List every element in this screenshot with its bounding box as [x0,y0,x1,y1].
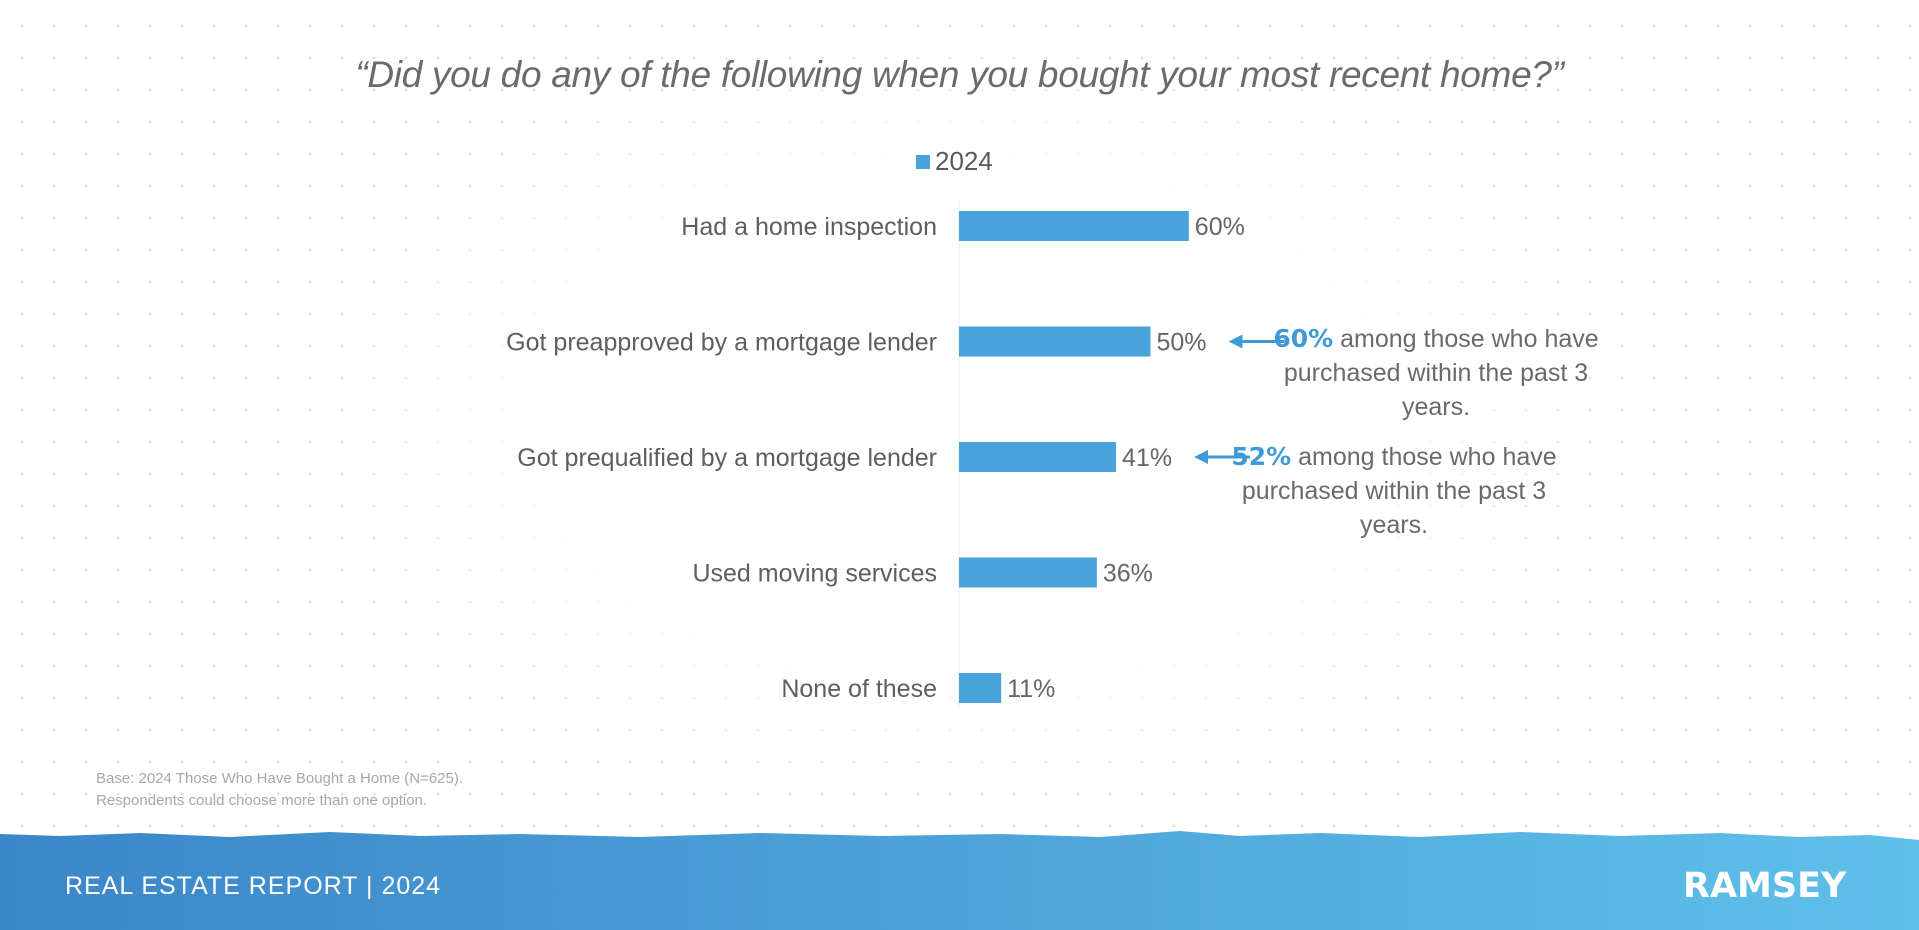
data-label: 60% [1195,213,1245,241]
annotation-highlight: 60% [1273,324,1334,353]
chart-title: “Did you do any of the following when yo… [355,54,1564,95]
bar [959,673,1002,703]
annotation-preapproved: 60% among those who have purchased withi… [1266,322,1606,424]
bar [959,442,1117,472]
category-label: Used moving services [692,560,937,588]
legend-swatch [916,154,930,169]
annotation-arrowhead [1228,334,1243,349]
footnote: Base: 2024 Those Who Have Bought a Home … [96,768,463,812]
annotation-prequalified: 52% among those who have purchased withi… [1224,440,1564,542]
annotation-text: among those who have purchased within th… [1241,443,1557,539]
bar [959,326,1151,357]
category-label: Had a home inspection [681,213,937,241]
footnote-base: Base: 2024 Those Who Have Bought a Home … [96,770,464,787]
data-label: 36% [1103,560,1153,588]
annotation-highlight: 52% [1231,442,1292,471]
category-label: None of these [781,675,937,703]
data-label: 11% [1007,675,1055,703]
ramsey-logo: RAMSEY [1683,866,1847,906]
bar [959,557,1097,588]
footnote-respondents: Respondents could choose more than one o… [96,792,428,809]
annotation-text: among those who have purchased within th… [1283,325,1599,421]
data-label: 41% [1122,444,1172,472]
bar-chart: Had a home inspection 60% Got preapproved … [506,200,1285,710]
category-label: Got preapproved by a mortgage lender [506,329,937,357]
chart-legend: 2024 [916,146,993,177]
bar [959,211,1189,241]
data-label: 50% [1157,329,1207,357]
category-label: Got prequalified by a mortgage lender [517,444,937,472]
annotation-arrowhead [1194,450,1209,464]
footer-banner [0,831,1919,930]
report-label: REAL ESTATE REPORT | 2024 [65,872,442,900]
legend-label: 2024 [935,146,993,176]
